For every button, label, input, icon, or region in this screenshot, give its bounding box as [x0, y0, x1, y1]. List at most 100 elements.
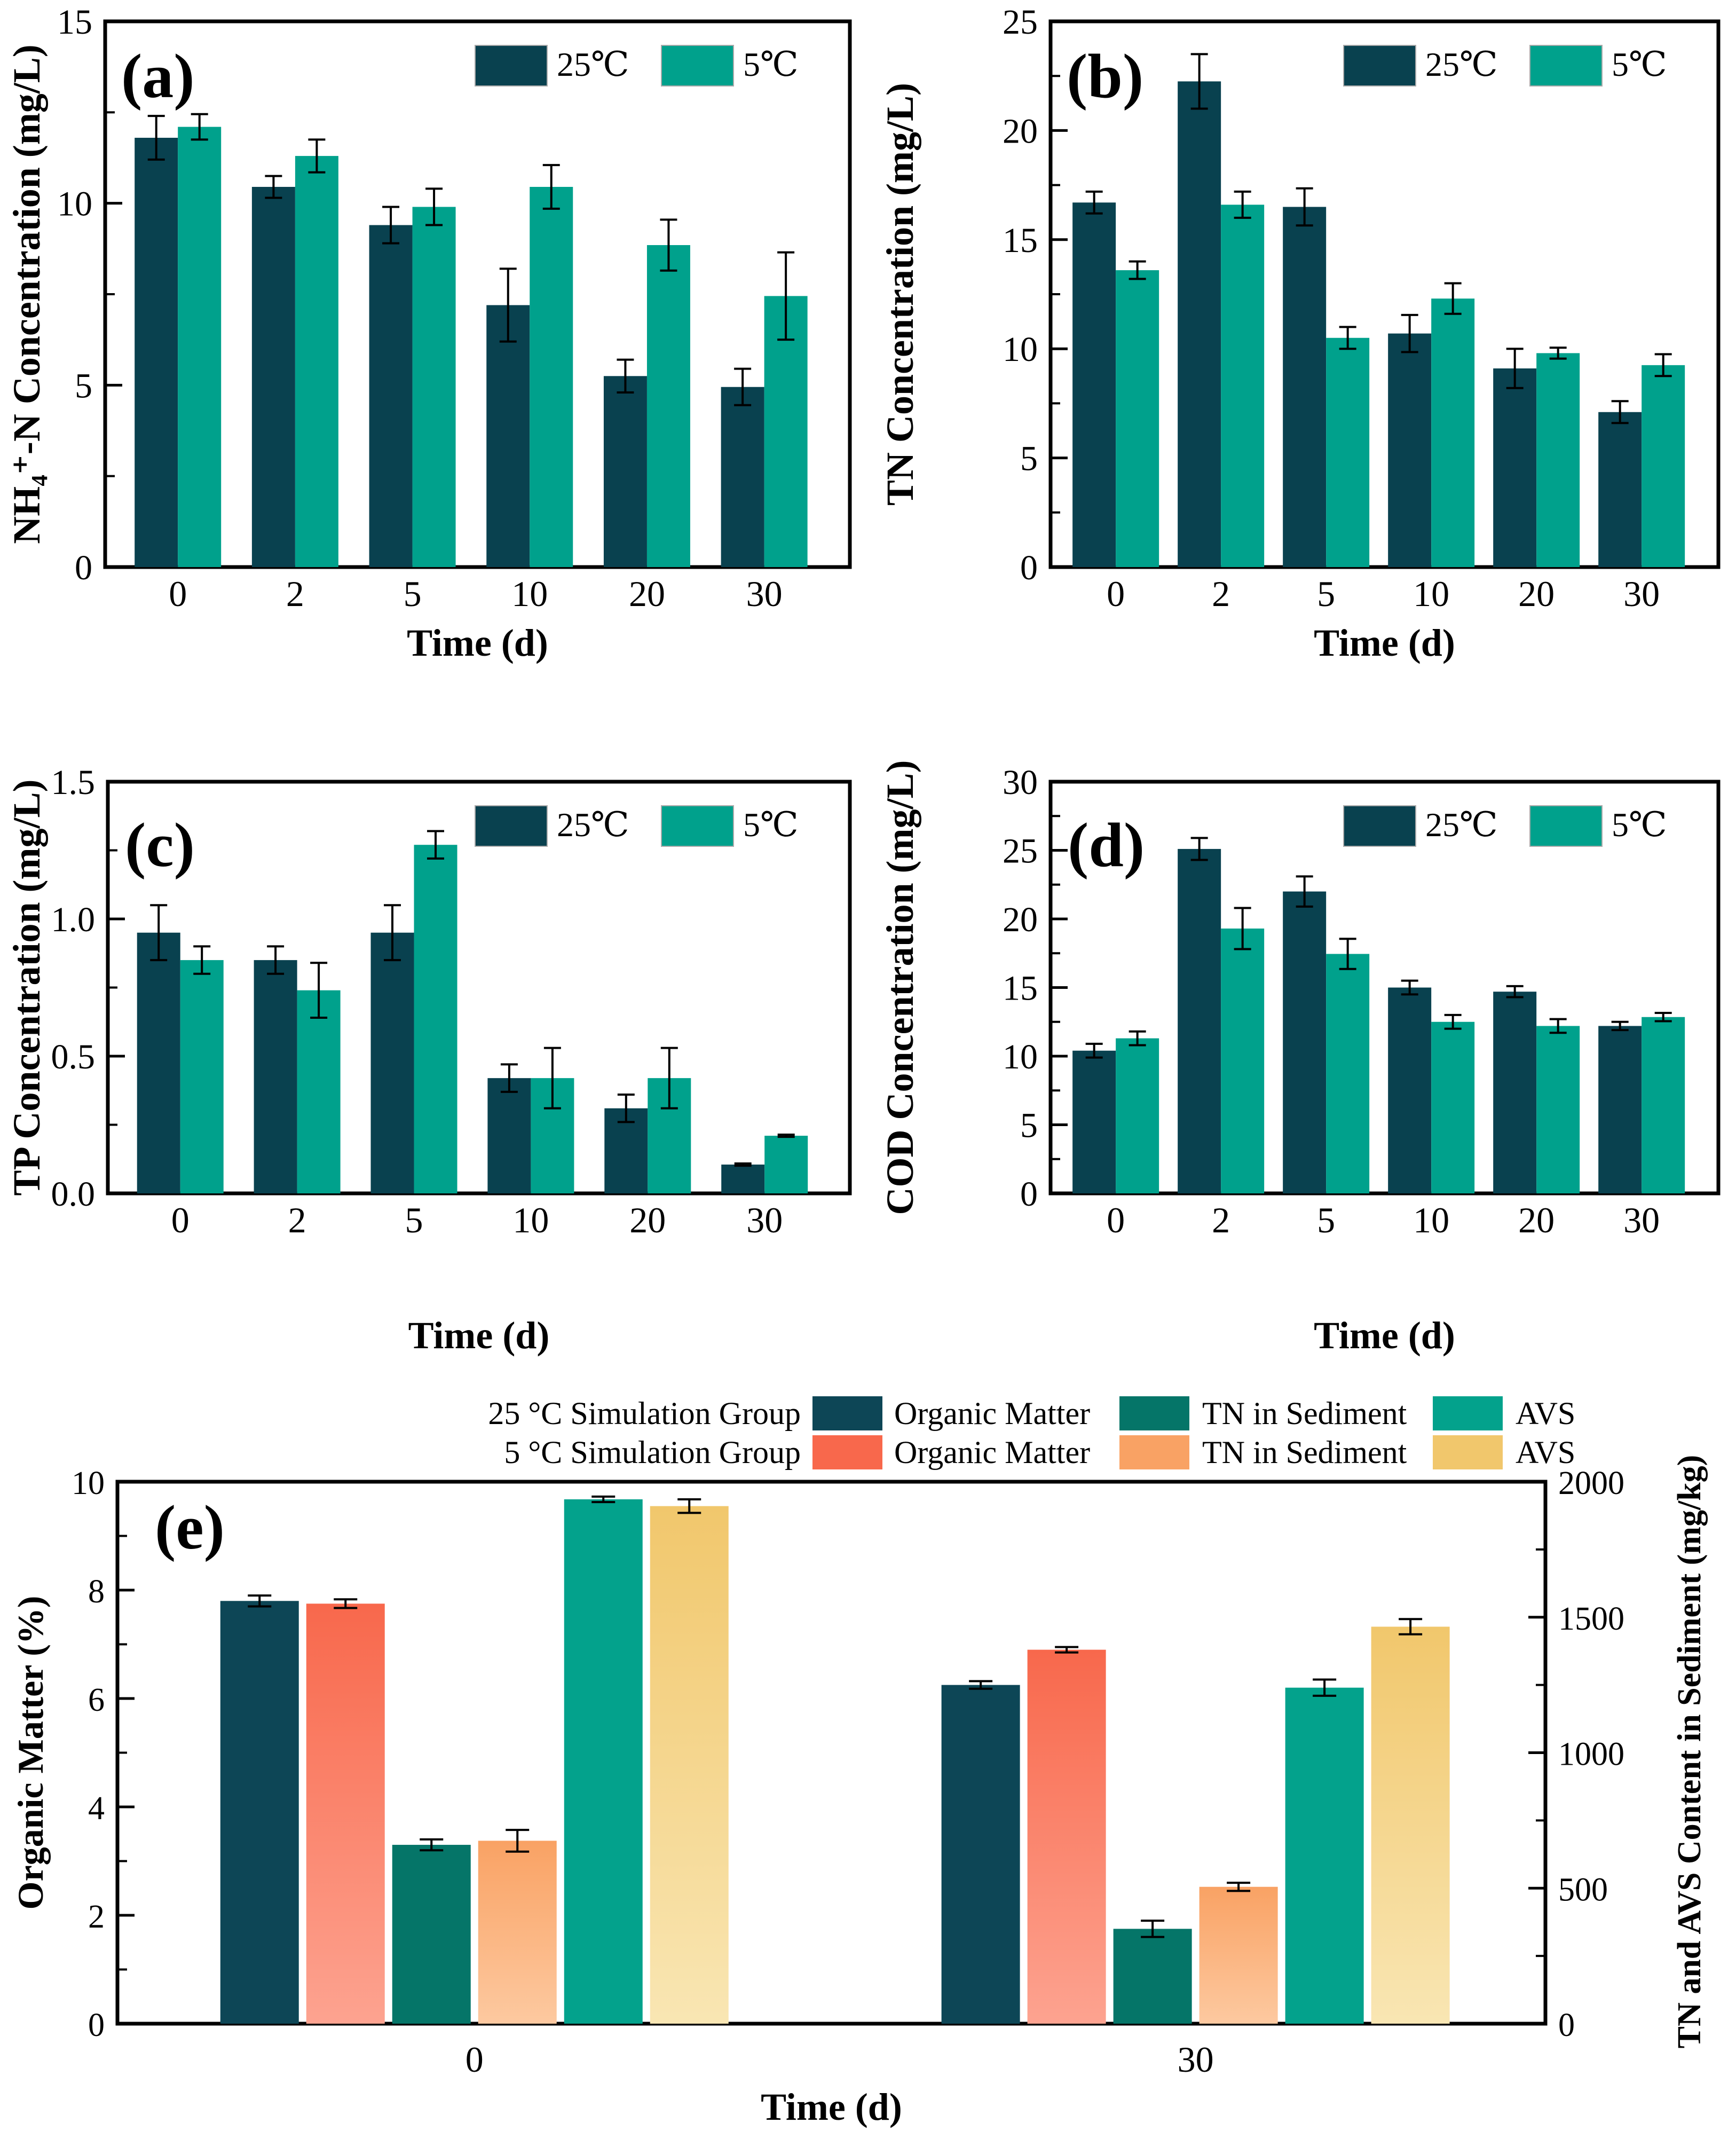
bar [180, 960, 224, 1193]
bar [178, 127, 222, 567]
x-axis-tick-label: 20 [1518, 573, 1554, 614]
legend-swatch [812, 1396, 882, 1430]
bar [251, 187, 295, 567]
right-axis-tick-label: 2000 [1558, 1465, 1624, 1501]
panel-a-chart: 0 5 10 15 0 2 5 10 20 30 Time (d) NH₄⁺-N Concentrat… [5, 3, 852, 664]
y-axis-title-left: Organic Matter (%) [10, 1596, 51, 1910]
y-axis-tick-label: 0.0 [51, 1175, 96, 1214]
legend-label: 25℃ [557, 45, 629, 83]
x-axis-tick-label: 20 [629, 1200, 666, 1240]
x-axis-tick-label: 20 [629, 573, 665, 614]
y-axis-tick-label: 0 [1020, 1175, 1038, 1214]
bar [603, 376, 647, 567]
right-axis-tick-label: 1500 [1558, 1601, 1624, 1637]
x-axis-tick-label: 5 [405, 1200, 423, 1240]
bar [1326, 337, 1370, 567]
bar [530, 187, 573, 567]
legend-group-label: 5 °C Simulation Group [504, 1435, 801, 1470]
y-axis-tick-label: 20 [1003, 112, 1038, 151]
bar [1199, 1886, 1278, 2024]
x-axis-tick-label: 10 [511, 573, 548, 614]
x-axis-tick-label: 30 [1178, 2039, 1214, 2080]
legend-swatch [812, 1435, 882, 1469]
bar [1598, 1026, 1642, 1193]
bar [1283, 207, 1327, 568]
legend-swatch [1433, 1435, 1503, 1469]
bar [486, 305, 530, 567]
bar [1536, 1026, 1580, 1193]
y-axis-tick-label: 15 [1003, 221, 1038, 260]
y-axis-tick-label: 15 [57, 3, 92, 42]
x-axis-tick-label: 0 [171, 1200, 190, 1240]
bar [1113, 1929, 1192, 2024]
legend-swatch [1529, 45, 1603, 87]
bar [764, 296, 808, 567]
y-axis-tick-label: 25 [1003, 3, 1038, 42]
legend-label: Organic Matter [894, 1435, 1090, 1470]
y-axis-title-right: TN and AVS Content in Sediment (mg/kg) [1671, 1455, 1708, 2049]
legend-label: 25℃ [1425, 806, 1498, 844]
bar [369, 225, 413, 568]
legend-swatch [1433, 1396, 1503, 1430]
legend-swatch [475, 45, 548, 87]
y-axis-title: TN Concentration (mg/L) [879, 83, 921, 506]
bar [1536, 353, 1580, 567]
bar [1116, 270, 1159, 568]
y-axis-tick-label: 1.5 [51, 763, 96, 802]
x-axis-tick-label: 0 [465, 2039, 484, 2080]
legend-swatch [1529, 805, 1603, 847]
bar [392, 1845, 471, 2024]
y-axis-tick-label: 5 [1020, 439, 1038, 478]
legend-label: 25℃ [557, 806, 629, 844]
legend-swatch [475, 805, 548, 847]
x-axis-tick-label: 2 [286, 573, 304, 614]
bar [1072, 202, 1116, 568]
panel-e-chart: 0 2 4 6 8 10 0 500 1000 1500 2000 0 30 Time (d) Organi… [10, 1396, 1708, 2128]
bar [564, 1499, 643, 2024]
legend-label: TN in Sediment [1202, 1435, 1407, 1470]
bar [254, 960, 297, 1193]
legend-label: 5℃ [743, 45, 799, 83]
y-axis-tick-label: 8 [88, 1574, 105, 1610]
x-axis-tick-label: 2 [1212, 1200, 1230, 1240]
bar [1221, 928, 1265, 1193]
panel-letter: (b) [1067, 41, 1143, 111]
bar [1221, 205, 1265, 568]
bar [721, 1165, 765, 1193]
y-axis-tick-label: 0 [88, 2007, 105, 2043]
x-axis-tick-label: 5 [404, 573, 422, 614]
legend-label: Organic Matter [894, 1396, 1090, 1431]
x-axis-tick-label: 2 [1212, 573, 1230, 614]
bar [1072, 1050, 1116, 1193]
x-axis-tick-label: 10 [1413, 573, 1449, 614]
bar [414, 845, 457, 1193]
bar [721, 387, 764, 567]
panel-c-chart: 0.0 0.5 1.0 1.5 0 2 5 10 20 30 Time (d) TP Concentr… [5, 763, 852, 1357]
bar [295, 156, 338, 567]
legend-swatch [1119, 1396, 1189, 1430]
bar [1598, 412, 1642, 567]
bar [478, 1841, 557, 2024]
y-axis-tick-label: 25 [1003, 832, 1038, 871]
legend-swatch [1119, 1435, 1189, 1469]
bar [650, 1506, 729, 2024]
y-axis-tick-label: 4 [88, 1790, 105, 1827]
bar [1116, 1038, 1159, 1193]
legend-label: AVS [1516, 1396, 1575, 1431]
x-axis-tick-label: 20 [1518, 1200, 1554, 1240]
right-axis-tick-label: 0 [1558, 2007, 1575, 2043]
legend-label: TN in Sediment [1202, 1396, 1407, 1431]
bar [220, 1601, 299, 2024]
x-axis-tick-label: 30 [746, 573, 783, 614]
legend-swatch [1343, 805, 1416, 847]
bar [137, 932, 180, 1193]
x-axis-title: Time (d) [408, 1314, 550, 1357]
x-axis-tick-label: 30 [1623, 573, 1660, 614]
bar [646, 245, 690, 567]
legend-label: 5℃ [743, 806, 799, 844]
x-axis-title: Time (d) [1314, 1314, 1455, 1357]
x-axis-title: Time (d) [761, 2086, 902, 2128]
bar [412, 207, 456, 568]
